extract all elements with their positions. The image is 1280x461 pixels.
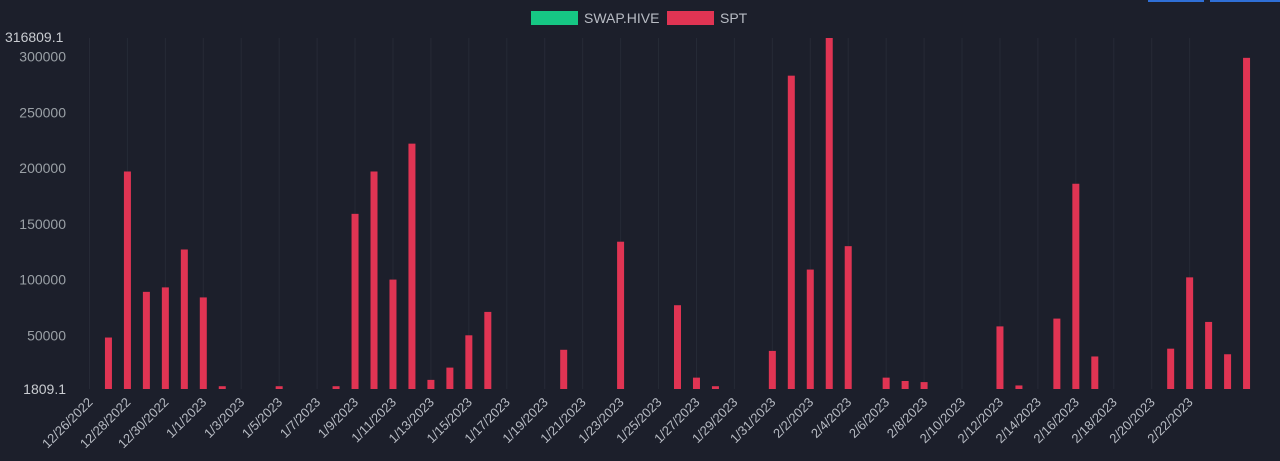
x-tick-label: 2/2/2023	[770, 395, 816, 441]
bar-spt	[370, 171, 378, 389]
bar-spt	[351, 213, 359, 389]
bar-spt	[806, 269, 814, 389]
legend-item-spt[interactable]: SPT	[667, 10, 748, 26]
top-tab-indicator-1	[1148, 0, 1204, 2]
bar-spt	[218, 386, 226, 389]
y-tick-label: 300000	[19, 49, 66, 65]
bar-spt	[882, 377, 890, 389]
x-tick-label: 2/6/2023	[846, 395, 892, 441]
x-tick-label: 1/1/2023	[163, 395, 209, 441]
bar-spt	[332, 386, 340, 389]
bar-spt	[408, 143, 416, 389]
legend-swatch	[667, 11, 714, 25]
legend-item-swap-hive[interactable]: SWAP.HIVE	[531, 10, 659, 26]
bar-spt	[674, 305, 681, 389]
y-tick-label: 50000	[27, 327, 66, 343]
y-max-label: 316809.1	[5, 29, 64, 45]
bar-spt	[123, 171, 131, 389]
y-min-label: 1809.1	[23, 381, 66, 397]
bar-spt	[1015, 385, 1023, 389]
bar-spt	[1091, 356, 1099, 389]
y-axis: 316809.1 1809.1 300000 250000 200000 150000 10…	[5, 29, 66, 397]
bar-spt	[465, 335, 473, 389]
bar-spt	[427, 379, 435, 389]
legend-swatch	[531, 11, 578, 25]
bars-layer	[104, 38, 1251, 390]
bar-spt	[844, 246, 852, 389]
bar-spt	[104, 337, 112, 389]
bar-spt	[787, 75, 795, 389]
y-tick-label: 100000	[19, 272, 66, 288]
bar-spt	[920, 382, 928, 389]
bar-spt	[389, 279, 397, 389]
bar-spt	[199, 297, 207, 389]
y-tick-label: 250000	[19, 104, 66, 120]
bar-spt	[1243, 57, 1251, 390]
x-tick-label: 1/7/2023	[277, 395, 323, 441]
legend-label: SWAP.HIVE	[584, 10, 659, 26]
x-tick-label: 1/5/2023	[239, 395, 285, 441]
bar-spt	[1186, 277, 1194, 389]
top-tab-indicator-2	[1210, 0, 1280, 2]
bar-spt	[768, 350, 776, 389]
bar-spt	[275, 386, 283, 389]
bar-spt	[1224, 354, 1232, 389]
bar-spt	[901, 380, 909, 389]
x-tick-label: 1/3/2023	[201, 395, 247, 441]
bar-spt	[692, 377, 700, 389]
bar-spt	[180, 249, 188, 389]
legend-label: SPT	[720, 10, 748, 26]
x-axis: 12/26/202212/28/202212/30/20221/1/20231/…	[39, 395, 1196, 452]
y-tick-label: 150000	[19, 216, 66, 232]
bar-spt	[711, 386, 719, 389]
bar-spt	[1205, 321, 1213, 389]
bar-spt	[560, 349, 568, 389]
bar-spt	[446, 367, 454, 389]
bar-spt	[825, 38, 833, 389]
bar-spt	[1167, 348, 1175, 389]
bar-spt	[996, 326, 1004, 389]
bar-spt	[1053, 318, 1061, 389]
x-tick-label: 2/4/2023	[808, 395, 854, 441]
grid-layer	[88, 38, 1191, 389]
bar-spt	[617, 241, 625, 389]
bar-spt	[161, 287, 169, 389]
bar-spt	[142, 291, 150, 389]
y-tick-label: 200000	[19, 160, 66, 176]
bar-spt	[1072, 183, 1080, 389]
bar-spt	[484, 311, 492, 389]
legend[interactable]: SWAP.HIVE SPT	[531, 10, 748, 26]
